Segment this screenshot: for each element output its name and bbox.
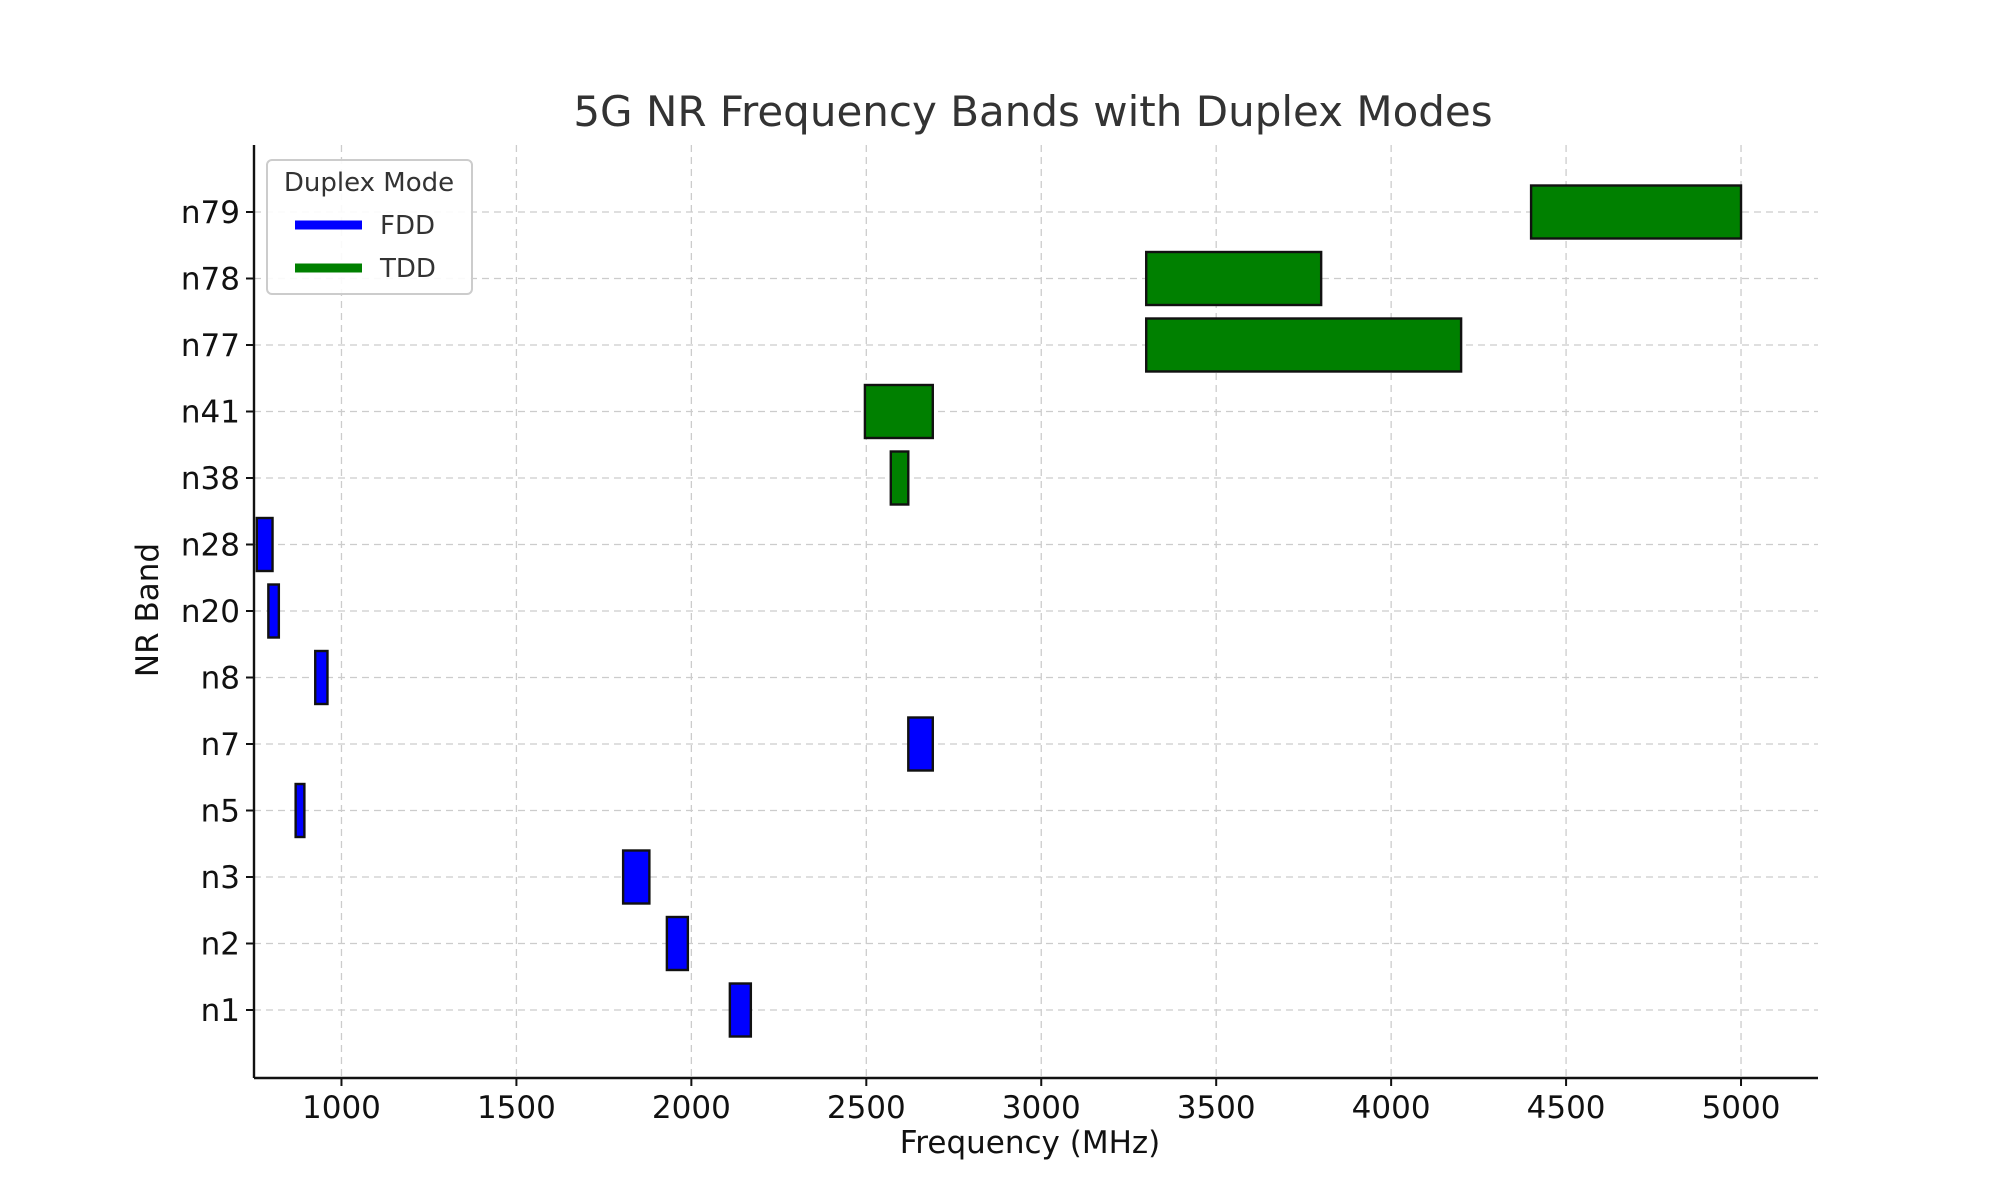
- x-tick-label: 5000: [1702, 1090, 1781, 1126]
- x-tick-label: 1000: [302, 1090, 381, 1126]
- x-tick-label: 3000: [1002, 1090, 1081, 1126]
- bar-layer: [255, 184, 1743, 1038]
- grid-layer: [254, 145, 1818, 1078]
- x-tick-label: 2000: [652, 1090, 731, 1126]
- x-tick-label: 3500: [1177, 1090, 1256, 1126]
- x-axis-label: Frequency (MHz): [900, 1125, 1161, 1161]
- x-tick-label: 2500: [827, 1090, 906, 1126]
- y-tick-label: n41: [181, 395, 240, 431]
- y-tick-label: n38: [181, 461, 240, 497]
- axis-layer: 1000 1500 2000 2500 3000 3500 4000 4500 5000 n1 n2…: [181, 145, 1818, 1126]
- y-tick-label: n5: [201, 794, 240, 830]
- chart-title: 5G NR Frequency Bands with Duplex Modes: [573, 87, 1492, 136]
- y-tick-label: n1: [201, 993, 240, 1029]
- legend-frame: [266, 159, 473, 295]
- x-tick-label: 1500: [477, 1090, 556, 1126]
- y-tick-label: n2: [201, 927, 240, 963]
- bar-n20: [267, 583, 281, 639]
- y-tick-label: n28: [181, 528, 240, 564]
- y-tick-label: n7: [201, 727, 240, 763]
- bar-n78: [1145, 250, 1323, 307]
- legend-tdd-label: TDD: [379, 254, 436, 284]
- bar-n28: [255, 516, 274, 573]
- y-tick-label: n79: [181, 195, 240, 231]
- y-axis-label: NR Band: [130, 543, 166, 677]
- bar-n2: [665, 915, 690, 972]
- legend: Duplex Mode FDD TDD: [266, 159, 473, 295]
- legend-title: Duplex Mode: [284, 168, 454, 198]
- bar-n8: [314, 649, 329, 706]
- y-tick-label: n20: [181, 594, 240, 630]
- bar-n1: [728, 982, 753, 1038]
- y-tick-label: n78: [181, 262, 240, 298]
- x-tick-label: 4500: [1527, 1090, 1606, 1126]
- bar-n5: [294, 782, 306, 839]
- y-tick-label: n8: [201, 661, 240, 697]
- bar-n79: [1529, 184, 1743, 240]
- y-tick-label: n3: [201, 860, 240, 896]
- legend-fdd-label: FDD: [380, 211, 435, 241]
- y-tick-label: n77: [181, 328, 240, 364]
- bar-n77: [1145, 317, 1463, 373]
- bar-n7: [907, 716, 934, 772]
- bar-n38: [889, 450, 910, 506]
- bar-n3: [621, 849, 651, 905]
- bar-n41: [863, 383, 934, 440]
- x-tick-label: 4000: [1352, 1090, 1431, 1126]
